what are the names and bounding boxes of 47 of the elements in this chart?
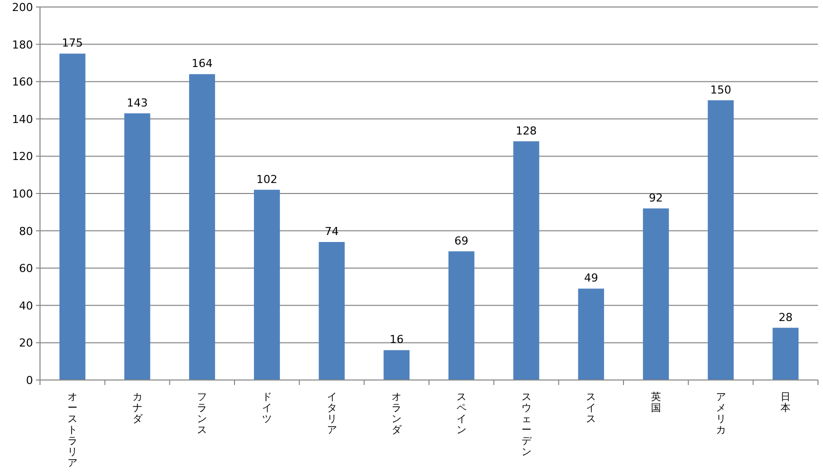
bar [318, 242, 345, 380]
bar [708, 100, 734, 380]
x-tick-label: オランダ [392, 392, 403, 436]
data-label: 92 [648, 191, 663, 204]
y-tick-label: 120 [12, 150, 33, 164]
x-tick-label: フランス [197, 392, 208, 436]
data-label: 16 [390, 333, 404, 346]
y-tick-label: 60 [19, 262, 33, 276]
x-tick-label: スペイン [456, 392, 466, 436]
data-label: 164 [192, 57, 213, 70]
x-tick-label: スウェーデン [521, 392, 532, 458]
bar [254, 190, 280, 380]
y-tick-label: 80 [19, 224, 33, 238]
data-label: 28 [778, 310, 793, 324]
y-tick-label: 180 [12, 38, 33, 52]
bar [642, 208, 669, 380]
y-tick-label: 200 [12, 1, 33, 14]
y-tick-label: 140 [12, 112, 33, 126]
data-label: 143 [126, 96, 148, 110]
x-tick-label: 英国 [650, 391, 661, 414]
data-label: 150 [710, 83, 732, 96]
bar [189, 74, 216, 380]
x-tick-label: イタリア [326, 392, 337, 436]
data-label: 69 [454, 234, 468, 248]
bar [578, 288, 604, 380]
bar [772, 328, 799, 380]
x-tick-label: スイス [586, 392, 596, 425]
data-label: 74 [324, 224, 339, 238]
data-label: 49 [584, 272, 598, 285]
x-tick-label: ドイツ [262, 392, 272, 425]
bar [124, 113, 150, 380]
data-label: 102 [256, 172, 278, 186]
bar [59, 54, 86, 380]
x-tick-label: カナダ [132, 392, 144, 425]
y-tick-label: 40 [19, 299, 33, 312]
y-tick-label: 100 [12, 188, 33, 200]
x-tick-label: 日本 [780, 392, 791, 414]
x-tick-label: アメリカ [716, 392, 726, 436]
bar [513, 141, 540, 380]
y-tick-label: 160 [12, 76, 33, 89]
x-tick-label: オーストラリア [67, 392, 78, 469]
bar [384, 350, 410, 380]
bar [448, 251, 474, 380]
data-label: 175 [62, 36, 83, 50]
data-label: 128 [516, 124, 537, 138]
y-tick-label: 20 [19, 336, 33, 350]
y-tick-label: 0 [26, 374, 33, 387]
